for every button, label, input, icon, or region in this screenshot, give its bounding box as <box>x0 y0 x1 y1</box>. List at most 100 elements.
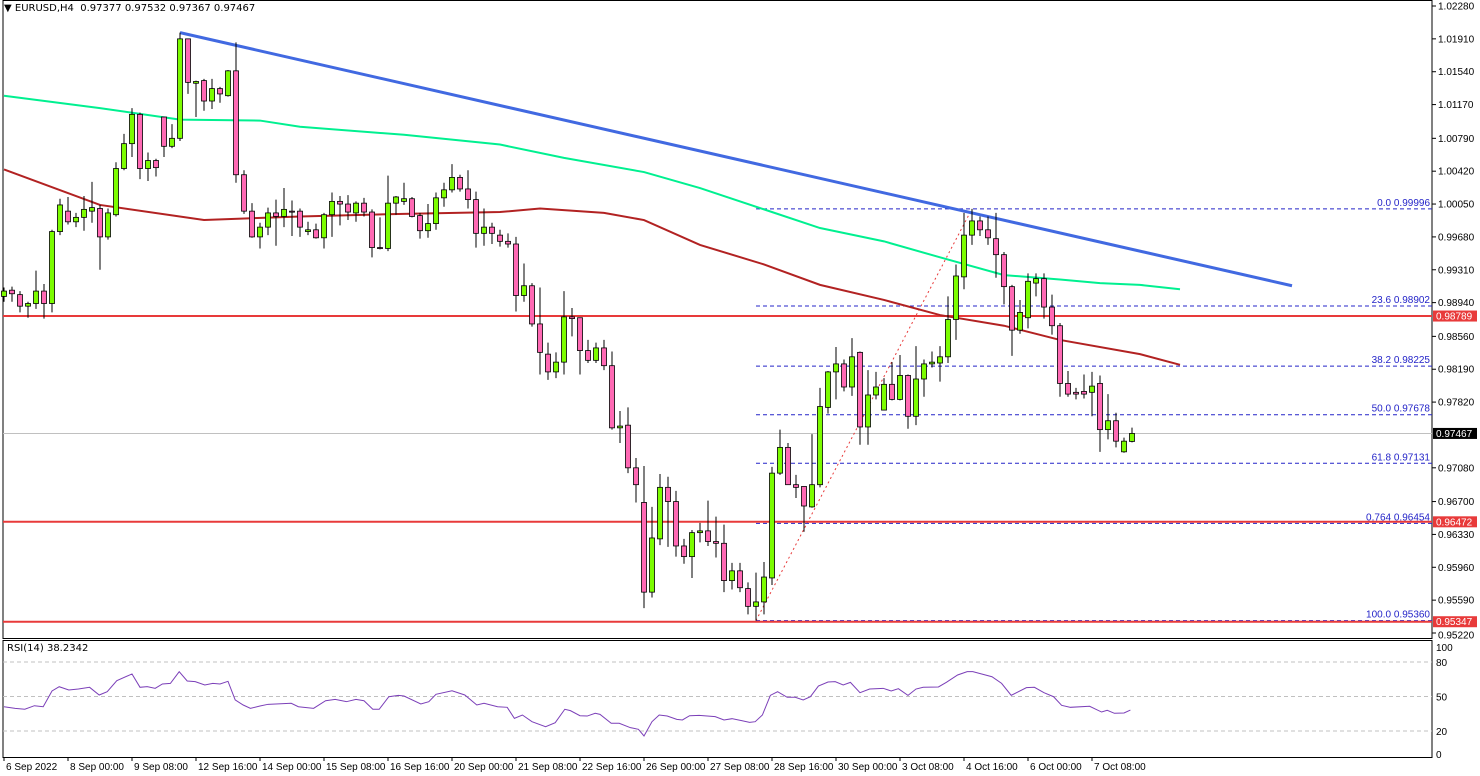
candle-body <box>801 486 807 507</box>
candle <box>361 197 367 217</box>
candle-body <box>585 350 591 361</box>
candle-body <box>649 537 655 593</box>
time-tick-label: 26 Sep 00:00 <box>646 762 706 773</box>
candle-body <box>1113 420 1119 442</box>
candle-body <box>241 174 247 212</box>
price-tick-label: 1.01910 <box>1438 34 1475 45</box>
candle <box>449 164 455 193</box>
fibonacci-level-label: 50.0 0.97678 <box>1372 404 1431 415</box>
candle-body <box>473 199 479 234</box>
candle-body <box>817 406 823 486</box>
candle <box>1073 387 1079 400</box>
time-tick-label: 8 Sep 00:00 <box>70 762 124 773</box>
candle-body <box>1073 391 1079 395</box>
candle <box>273 199 279 246</box>
candle <box>577 317 583 375</box>
candle <box>201 78 207 111</box>
descending-trendline <box>179 31 1293 288</box>
candle-body <box>265 212 271 228</box>
candle <box>849 338 855 396</box>
level-price-label: 0.95347 <box>1436 617 1473 628</box>
fibonacci-level-label: 23.6 0.98902 <box>1372 295 1431 306</box>
candle <box>433 192 439 230</box>
candle-body <box>785 446 791 486</box>
time-tick-label: 6 Oct 00:00 <box>1030 762 1082 773</box>
triangle-down-icon[interactable]: ▼ <box>4 3 12 14</box>
candle-body <box>353 202 359 214</box>
price-tick-label: 0.96330 <box>1438 530 1475 541</box>
candle <box>969 208 975 245</box>
candle-body <box>681 545 687 558</box>
candle <box>1033 273 1039 297</box>
candles <box>1 32 1135 621</box>
candle <box>1009 284 1015 356</box>
candle <box>313 223 319 239</box>
candle <box>265 207 271 236</box>
candle <box>1 287 7 302</box>
candle-body <box>401 198 407 202</box>
candle <box>249 203 255 238</box>
candle <box>281 188 287 228</box>
rsi-tick-label: 0 <box>1436 750 1442 761</box>
close-value: 0.97467 <box>213 3 256 14</box>
candle-body <box>513 243 519 296</box>
candle <box>801 486 807 532</box>
candle <box>913 346 919 426</box>
price-tick-label: 0.95590 <box>1438 596 1475 607</box>
candle-body <box>449 177 455 191</box>
candle-body <box>489 226 495 234</box>
candle <box>73 212 79 228</box>
candle <box>937 346 943 382</box>
candle-body <box>9 289 15 295</box>
fibonacci-level-label: 0.764 0.96454 <box>1366 512 1430 523</box>
candle <box>841 359 847 392</box>
candle <box>617 410 623 443</box>
candle-body <box>321 214 327 239</box>
candle-body <box>89 207 95 212</box>
price-tick-label: 1.00420 <box>1438 167 1475 178</box>
candle <box>641 466 647 609</box>
time-tick-label: 21 Sep 08:00 <box>518 762 578 773</box>
candle <box>129 108 135 157</box>
candle-body <box>761 576 767 603</box>
candle-body <box>465 188 471 201</box>
rsi-tick-label: 80 <box>1436 658 1448 669</box>
candle <box>673 490 679 557</box>
time-tick-label: 16 Sep 16:00 <box>390 762 450 773</box>
candle-body <box>17 294 23 307</box>
price-tick-label: 1.01540 <box>1438 67 1475 78</box>
candle <box>289 200 295 237</box>
candle-body <box>345 203 351 213</box>
candle-body <box>825 371 831 408</box>
candle-body <box>809 484 815 508</box>
time-tick-label: 6 Sep 2022 <box>6 762 58 773</box>
candle-body <box>905 375 911 417</box>
candle <box>705 500 711 546</box>
candle <box>489 222 495 245</box>
candle <box>1113 412 1119 448</box>
fibonacci-level-label: 0.0 0.99996 <box>1377 198 1430 209</box>
price-tick-label: 0.95960 <box>1438 563 1475 574</box>
candle-body <box>297 210 303 228</box>
candle <box>889 362 895 401</box>
candle-body <box>185 38 191 83</box>
candle-body <box>561 316 567 363</box>
candle <box>1049 294 1055 335</box>
candle-body <box>665 486 671 502</box>
candle-body <box>305 229 311 232</box>
candle-body <box>529 285 535 325</box>
candle-body <box>57 204 63 232</box>
candle-body <box>881 383 887 411</box>
candle <box>257 222 263 249</box>
candle-body <box>1121 440 1127 453</box>
candle <box>65 196 71 225</box>
candle <box>721 524 727 593</box>
candle <box>737 562 743 593</box>
candle <box>657 474 663 546</box>
candle-body <box>129 113 135 145</box>
candle-body <box>505 240 511 245</box>
candle-body <box>1105 420 1111 431</box>
candle <box>745 582 751 615</box>
candle-body <box>737 570 743 589</box>
